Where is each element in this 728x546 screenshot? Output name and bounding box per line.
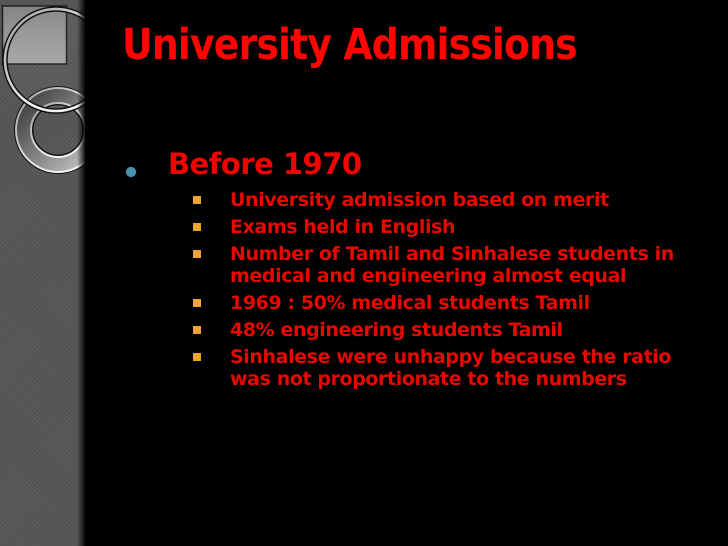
sidebar-decoration (0, 0, 85, 546)
bullet-item-text: Exams held in English (230, 216, 456, 238)
bullet-square-icon (193, 250, 201, 258)
bullet-line: Number of Tamil and Sinhalese students i… (230, 243, 674, 265)
bullet-line: Sinhalese were unhappy because the ratio (230, 346, 672, 368)
bullet-item-text: University admission based on merit (230, 189, 609, 211)
bullet-item: 48% engineering students Tamil (193, 319, 674, 341)
level1-bullet: Before 1970 (122, 146, 362, 182)
bullet-square-icon (193, 196, 201, 204)
level1-bullet-text: Before 1970 (168, 147, 362, 181)
bullet-item-text: 1969 : 50% medical students Tamil (230, 292, 590, 314)
bullet-item-text: 48% engineering students Tamil (230, 319, 563, 341)
bullet-line: University admission based on merit (230, 189, 609, 211)
bullet-item: Sinhalese were unhappy because the ratio… (193, 346, 674, 390)
bullet-dot-icon (126, 167, 136, 177)
bullet-line: Exams held in English (230, 216, 456, 238)
bullet-list: University admission based on merit Exam… (193, 189, 674, 395)
sidebar-circles-ornament (1, 5, 85, 174)
bullet-item: University admission based on merit (193, 189, 674, 211)
bullet-item-text: Number of Tamil and Sinhalese students i… (230, 243, 674, 287)
bullet-item: Number of Tamil and Sinhalese students i… (193, 243, 674, 287)
slide-title: University Admissions (122, 20, 578, 70)
bullet-square-icon (193, 299, 201, 307)
bullet-square-icon (193, 326, 201, 334)
bullet-item: Exams held in English (193, 216, 674, 238)
bullet-square-icon (193, 223, 201, 231)
bullet-item: 1969 : 50% medical students Tamil (193, 292, 674, 314)
bullet-square-icon (193, 353, 201, 361)
bullet-line: 48% engineering students Tamil (230, 319, 563, 341)
bullet-line: 1969 : 50% medical students Tamil (230, 292, 590, 314)
bullet-line: was not proportionate to the numbers (230, 368, 627, 390)
bullet-line: medical and engineering almost equal (230, 265, 627, 287)
bullet-item-text: Sinhalese were unhappy because the ratio… (230, 346, 671, 390)
